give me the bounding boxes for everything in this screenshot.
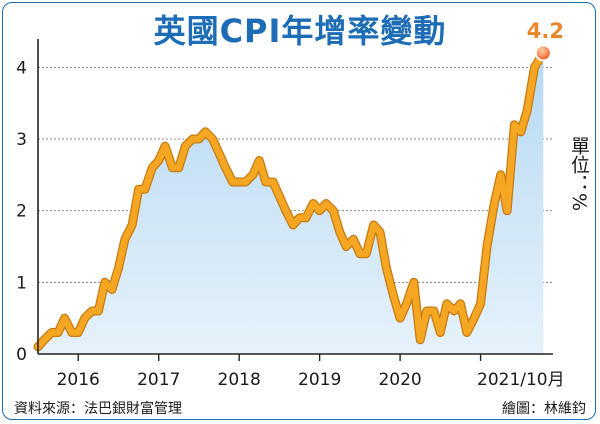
x-tick-2021/10月: 2021/10月 <box>477 370 565 390</box>
series-line-path <box>34 49 547 351</box>
peak-annotation: 4.2 <box>527 19 564 62</box>
y-tick-1: 1 <box>16 273 27 293</box>
area-path <box>38 53 544 354</box>
peak-value-label: 4.2 <box>527 19 564 43</box>
y-tick-labels: 0 1 2 3 4 <box>16 58 27 365</box>
peak-marker <box>534 44 552 62</box>
y-tick-4: 4 <box>16 58 27 78</box>
y-tick-3: 3 <box>16 130 27 150</box>
x-tick-2018: 2018 <box>218 370 261 390</box>
area-fill <box>38 53 544 354</box>
x-tick-labels: 2016 2017 2018 2019 2020 2021/10月 <box>57 370 565 390</box>
x-tick-2019: 2019 <box>298 370 341 390</box>
series-line <box>33 48 548 352</box>
graphic-credit: 繪圖：林維鈞 <box>502 401 586 417</box>
axes <box>37 39 553 361</box>
unit-label: 單位：% <box>568 136 590 212</box>
source-note: 資料來源：法巴銀財富管理 <box>14 401 182 417</box>
x-tick-2016: 2016 <box>57 370 100 390</box>
y-tick-0: 0 <box>16 345 27 365</box>
chart-title: 英國CPI年增率變動 <box>153 12 447 50</box>
x-tick-2017: 2017 <box>137 370 180 390</box>
y-tick-2: 2 <box>16 202 27 222</box>
x-tick-2020: 2020 <box>378 370 421 390</box>
